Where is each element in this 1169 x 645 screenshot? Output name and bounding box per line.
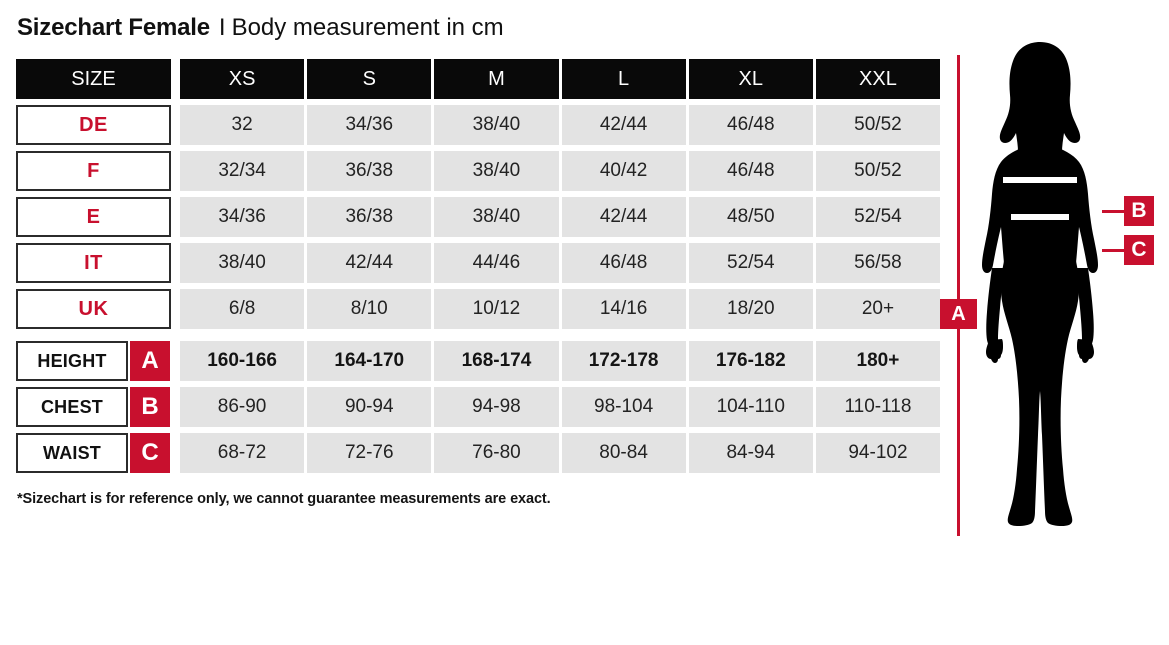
table-row: IT 38/40 42/44 44/46 46/48 52/54 56/58 — [16, 243, 941, 283]
cell-chest-xl: 104-110 — [688, 387, 813, 427]
cell-f-s: 36/38 — [307, 151, 432, 191]
cell-f-l: 40/42 — [561, 151, 686, 191]
cell-e-m: 38/40 — [434, 197, 559, 237]
page-title-subtitle: Body measurement in cm — [231, 14, 504, 41]
cell-e-xl: 48/50 — [688, 197, 813, 237]
diagram-badge-a: A — [940, 299, 977, 329]
row-label-chest-group: CHEST B — [16, 387, 171, 427]
cell-waist-xs: 68-72 — [180, 433, 305, 473]
table-header-cell-s: S — [307, 59, 432, 99]
cell-height-xl: 176-182 — [688, 341, 813, 381]
cell-e-xs: 34/36 — [180, 197, 305, 237]
cell-height-xxl: 180+ — [815, 341, 941, 381]
cell-de-xs: 32 — [180, 105, 305, 145]
diagram-badge-c-group: C — [1102, 235, 1154, 265]
table-header-cell-l: L — [561, 59, 686, 99]
height-measure-line — [957, 55, 960, 536]
cell-waist-m: 76-80 — [434, 433, 559, 473]
table-row: CHEST B 86-90 90-94 94-98 98-104 104-110… — [16, 387, 941, 427]
table-header-row: SIZE XS S M L XL XXL — [16, 59, 941, 99]
diagram-badge-b-group: B — [1102, 196, 1154, 226]
table-row: UK 6/8 8/10 10/12 14/16 18/20 20+ — [16, 289, 941, 329]
cell-it-s: 42/44 — [307, 243, 432, 283]
cell-de-xxl: 50/52 — [815, 105, 941, 145]
cell-height-xs: 160-166 — [180, 341, 305, 381]
cell-chest-s: 90-94 — [307, 387, 432, 427]
cell-chest-xs: 86-90 — [180, 387, 305, 427]
row-label-height-group: HEIGHT A — [16, 341, 171, 381]
table-row: E 34/36 36/38 38/40 42/44 48/50 52/54 — [16, 197, 941, 237]
page-title-main: Sizechart Female — [17, 14, 210, 41]
cell-uk-xxl: 20+ — [815, 289, 941, 329]
table-row: WAIST C 68-72 72-76 76-80 80-84 84-94 94… — [16, 433, 941, 473]
cell-f-xl: 46/48 — [688, 151, 813, 191]
cell-chest-xxl: 110-118 — [815, 387, 941, 427]
cell-de-m: 38/40 — [434, 105, 559, 145]
cell-de-s: 34/36 — [307, 105, 432, 145]
cell-chest-m: 94-98 — [434, 387, 559, 427]
cell-height-m: 168-174 — [434, 341, 559, 381]
sizechart-table: SIZE XS S M L XL XXL DE 32 34/36 38/40 4… — [16, 59, 941, 473]
row-label-e: E — [16, 197, 171, 237]
cell-de-xl: 46/48 — [688, 105, 813, 145]
table-row: DE 32 34/36 38/40 42/44 46/48 50/52 — [16, 105, 941, 145]
diagram-badge-b: B — [1124, 196, 1154, 226]
cell-f-xxl: 50/52 — [815, 151, 941, 191]
table-row: F 32/34 36/38 38/40 40/42 46/48 50/52 — [16, 151, 941, 191]
table-header-cell-xl: XL — [688, 59, 813, 99]
cell-chest-l: 98-104 — [561, 387, 686, 427]
footnote: *Sizechart is for reference only, we can… — [17, 491, 551, 507]
cell-waist-xxl: 94-102 — [815, 433, 941, 473]
cell-uk-m: 10/12 — [434, 289, 559, 329]
cell-it-l: 46/48 — [561, 243, 686, 283]
cell-uk-xs: 6/8 — [180, 289, 305, 329]
cell-waist-s: 72-76 — [307, 433, 432, 473]
body-measurement-diagram: A B C — [930, 30, 1169, 536]
page-title-separator: I — [218, 14, 226, 41]
cell-waist-xl: 84-94 — [688, 433, 813, 473]
row-label-chest: CHEST — [16, 387, 128, 427]
cell-uk-s: 8/10 — [307, 289, 432, 329]
row-label-it: IT — [16, 243, 171, 283]
cell-it-xxl: 56/58 — [815, 243, 941, 283]
cell-f-m: 38/40 — [434, 151, 559, 191]
table-header-cell-xs: XS — [180, 59, 305, 99]
cell-de-l: 42/44 — [561, 105, 686, 145]
waist-leader-line — [1102, 248, 1124, 252]
cell-it-m: 44/46 — [434, 243, 559, 283]
table-header-cell-xxl: XXL — [815, 59, 941, 99]
badge-c: C — [130, 433, 170, 473]
row-label-waist: WAIST — [16, 433, 128, 473]
row-label-uk: UK — [16, 289, 171, 329]
cell-f-xs: 32/34 — [180, 151, 305, 191]
table-header-cell-size: SIZE — [16, 59, 171, 99]
badge-a: A — [130, 341, 170, 381]
row-label-waist-group: WAIST C — [16, 433, 171, 473]
row-label-f: F — [16, 151, 171, 191]
row-label-de: DE — [16, 105, 171, 145]
cell-e-s: 36/38 — [307, 197, 432, 237]
cell-uk-l: 14/16 — [561, 289, 686, 329]
cell-it-xs: 38/40 — [180, 243, 305, 283]
cell-it-xl: 52/54 — [688, 243, 813, 283]
badge-b: B — [130, 387, 170, 427]
table-row: HEIGHT A 160-166 164-170 168-174 172-178… — [16, 341, 941, 381]
female-silhouette-icon — [982, 42, 1098, 526]
cell-uk-xl: 18/20 — [688, 289, 813, 329]
cell-e-l: 42/44 — [561, 197, 686, 237]
cell-height-l: 172-178 — [561, 341, 686, 381]
cell-height-s: 164-170 — [307, 341, 432, 381]
diagram-badge-c: C — [1124, 235, 1154, 265]
table-header-cell-m: M — [434, 59, 559, 99]
cell-waist-l: 80-84 — [561, 433, 686, 473]
row-label-height: HEIGHT — [16, 341, 128, 381]
cell-e-xxl: 52/54 — [815, 197, 941, 237]
page-title: Sizechart Female I Body measurement in cm — [17, 14, 504, 42]
chest-leader-line — [1102, 209, 1124, 213]
